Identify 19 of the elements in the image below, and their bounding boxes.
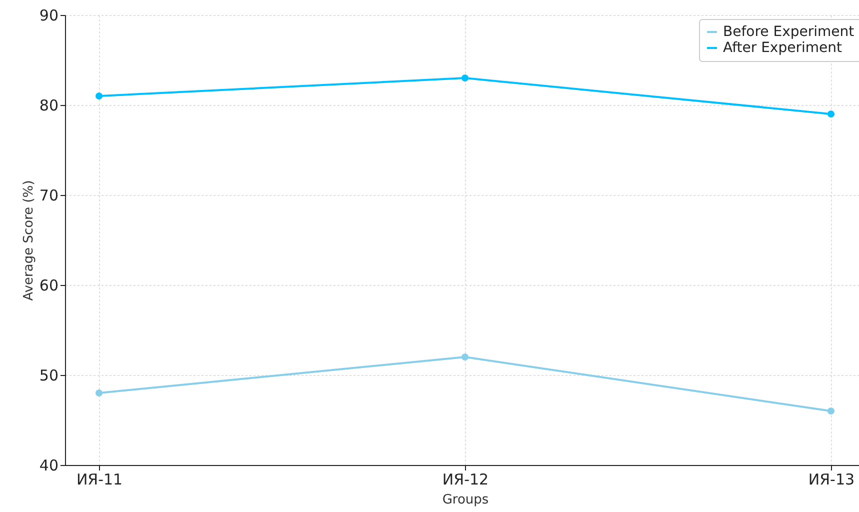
point	[461, 74, 469, 82]
y-tick-label: 60	[39, 276, 58, 294]
y-tick-label: 90	[39, 6, 58, 24]
point	[827, 110, 834, 118]
x-tick-label: ИЯ-11	[76, 470, 123, 488]
x-tick-label: ИЯ-13	[808, 470, 855, 488]
y-axis-title: Average Score (%)	[21, 180, 36, 301]
point	[96, 92, 103, 100]
legend-label: After Experiment	[723, 40, 842, 56]
y-tick-label: 70	[39, 186, 58, 204]
y-tick-label: 50	[39, 366, 58, 384]
point	[96, 389, 103, 397]
y-tick-label: 40	[39, 456, 58, 474]
y-tick-label: 80	[39, 96, 58, 114]
x-axis-title: Groups	[442, 492, 489, 508]
x-tick-label: ИЯ-12	[442, 470, 489, 488]
point	[827, 407, 834, 415]
point	[461, 353, 469, 361]
legend-label: Before Experiment	[723, 24, 855, 40]
